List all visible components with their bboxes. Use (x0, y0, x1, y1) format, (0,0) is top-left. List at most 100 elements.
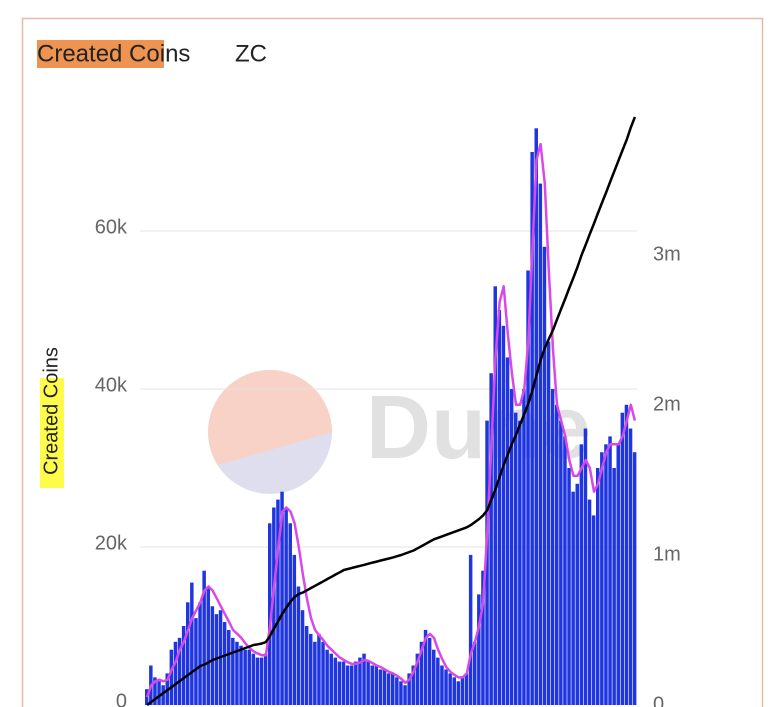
bar (497, 310, 502, 705)
bar (145, 689, 149, 705)
bar (591, 515, 596, 705)
chart-subtitle: ZC (235, 40, 267, 67)
bar (481, 570, 485, 705)
bar (411, 665, 415, 705)
bar (485, 420, 489, 705)
bar (559, 420, 563, 705)
bar (518, 420, 522, 705)
bar (534, 128, 538, 706)
bar (169, 649, 174, 705)
bar (243, 649, 247, 705)
bar (501, 325, 506, 705)
bar (296, 586, 301, 705)
bar (255, 657, 260, 705)
bar (473, 641, 477, 705)
bar (460, 677, 465, 705)
bar (247, 649, 251, 705)
cumulative-line (146, 116, 637, 707)
bar (440, 665, 444, 705)
bar (378, 669, 383, 705)
bar (493, 286, 497, 705)
bar (304, 626, 309, 705)
bar (419, 641, 424, 705)
bar (206, 586, 210, 705)
y2-tick-label: 2m (653, 393, 681, 415)
bar (194, 618, 198, 705)
bar (468, 554, 473, 705)
bar (489, 373, 493, 705)
bar (596, 468, 600, 705)
bar (427, 637, 432, 705)
bar (309, 633, 313, 705)
bar (514, 412, 518, 705)
bar (181, 626, 186, 705)
bar (546, 341, 551, 705)
bar (280, 491, 284, 705)
bar (444, 669, 448, 705)
bar (616, 444, 620, 705)
bar (341, 661, 346, 705)
bar (407, 673, 411, 705)
bar (448, 673, 452, 705)
y-tick-label: 40k (95, 374, 128, 396)
bar (222, 622, 227, 705)
bar (509, 389, 514, 705)
bar (456, 681, 461, 705)
bar (403, 685, 407, 705)
bar (415, 653, 420, 705)
bar (542, 246, 547, 706)
bar (231, 637, 235, 705)
bar (345, 665, 350, 705)
y2-tick-label: 3m (653, 243, 681, 265)
bar (374, 665, 379, 705)
bar (575, 483, 579, 705)
bar (583, 428, 588, 705)
bar (177, 637, 182, 705)
bar (600, 452, 604, 705)
bar (432, 649, 436, 705)
bar (563, 436, 567, 705)
bar (329, 653, 333, 705)
bar (571, 491, 575, 705)
bar (227, 629, 231, 705)
bar (555, 404, 559, 705)
bar (198, 602, 202, 705)
bar (313, 641, 317, 705)
bar (526, 270, 530, 705)
bar (522, 389, 526, 705)
average-line (145, 142, 637, 698)
bar (628, 428, 633, 705)
bar (259, 657, 264, 705)
plot-area: 0 20k 40k 60k 0 1m 2m 3m (95, 116, 681, 707)
bar (292, 554, 297, 705)
bar (452, 677, 456, 705)
bar (620, 412, 625, 705)
bar (538, 183, 543, 706)
bar (550, 389, 555, 705)
bar (366, 661, 370, 705)
bar (276, 499, 280, 705)
bar (321, 641, 325, 705)
bar (173, 641, 178, 705)
bar (587, 499, 592, 705)
bar (632, 452, 637, 705)
bar (263, 653, 268, 705)
bar (239, 645, 243, 705)
y2-tick-label: 0 (653, 693, 664, 707)
y-axis-label: Created Coins (40, 347, 62, 475)
bar (382, 669, 387, 705)
y-tick-label: 60k (95, 216, 128, 238)
title-highlight (37, 40, 164, 68)
y2-tick-label: 1m (653, 543, 681, 565)
bar (325, 649, 329, 705)
bar (317, 633, 321, 705)
bar (579, 444, 584, 705)
bar (202, 570, 206, 705)
bar (210, 606, 215, 705)
y-tick-label: 20k (95, 532, 128, 554)
bar (333, 657, 338, 705)
bar (530, 152, 534, 705)
bar (604, 444, 608, 705)
